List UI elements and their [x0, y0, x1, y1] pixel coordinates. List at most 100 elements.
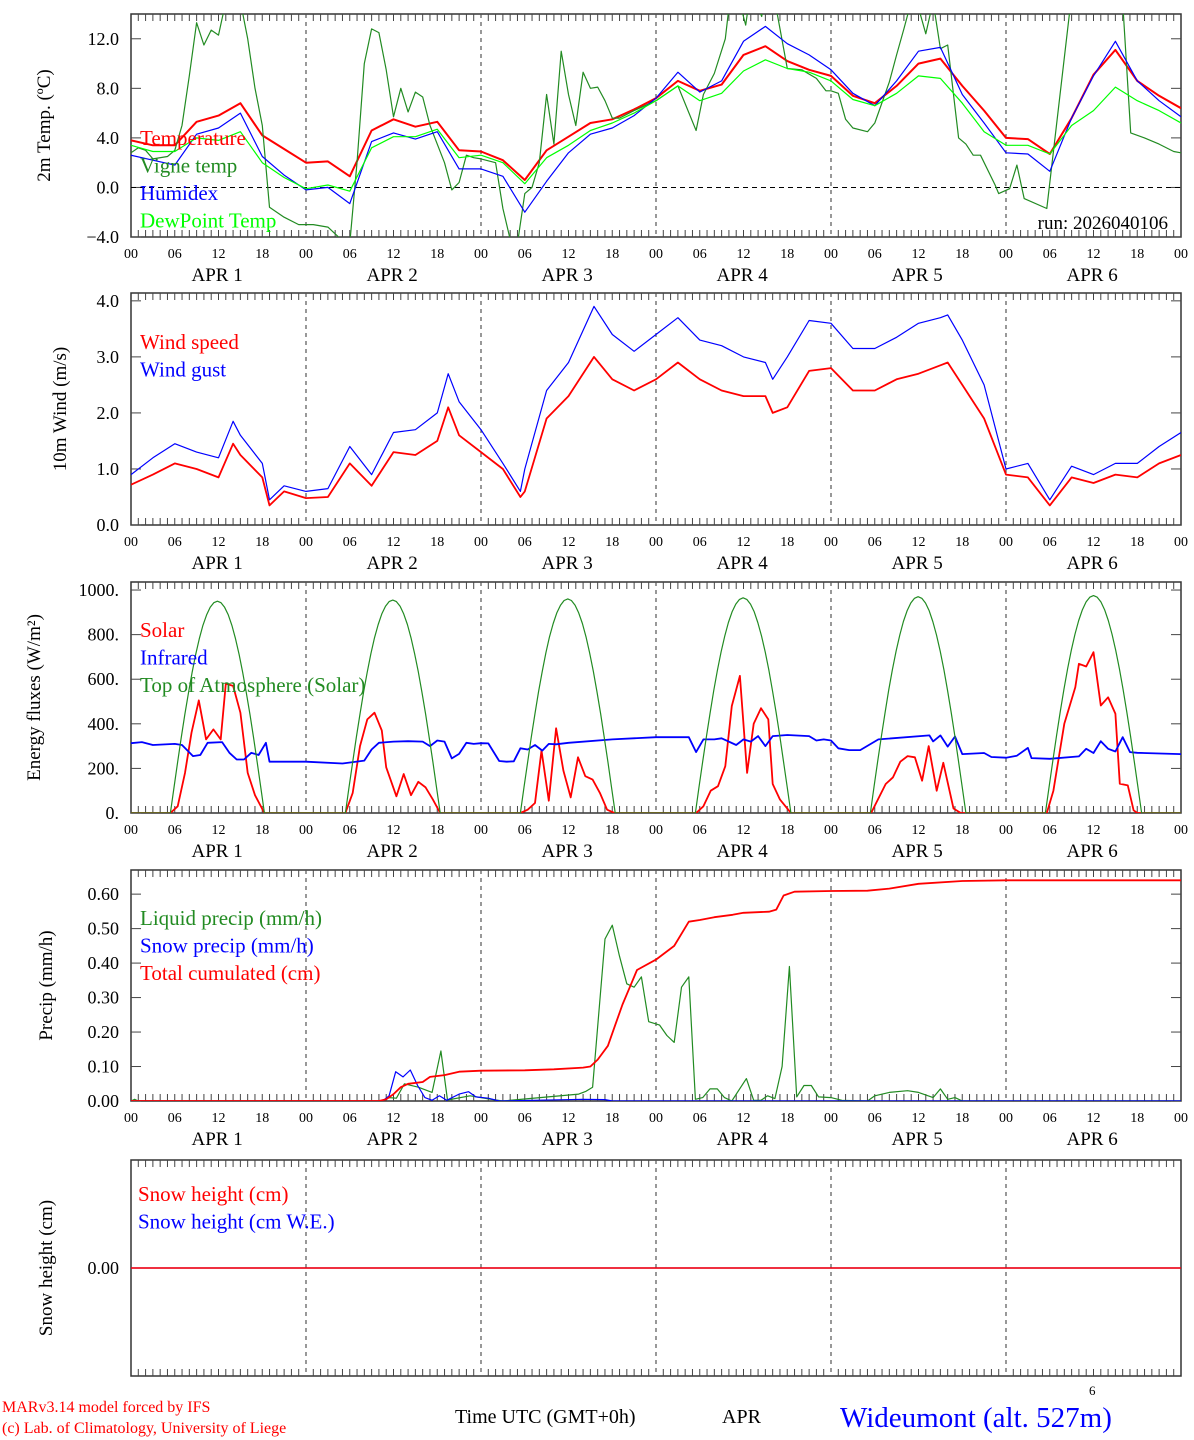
y-tick-label: 200.: [88, 758, 120, 778]
x-tick-label: 00: [474, 1111, 488, 1126]
x-tick-label: 00: [999, 1111, 1013, 1126]
x-tick-label: 12: [737, 1111, 751, 1126]
y-tick-label: 400.: [88, 714, 120, 734]
x-tick-label: 00: [299, 1111, 313, 1126]
copyright-credit: (c) Lab. of Climatology, University of L…: [2, 1420, 287, 1437]
y-tick-label: 0.30: [88, 988, 120, 1008]
x-tick-label: 18: [255, 247, 269, 262]
x-tick-label: 00: [1174, 1111, 1188, 1126]
day-label: APR 4: [717, 1129, 769, 1150]
y-tick-label: 12.0: [88, 29, 120, 49]
panel-1: 00 06 12 18 00 06 12 18 00 06 12 18 00 06 12 18 00 06 12 18…: [34, 13, 1188, 286]
x-tick-label: 12: [212, 1111, 226, 1126]
legend-entry: Wind speed: [140, 330, 239, 354]
legend-entry: Humidex: [140, 181, 219, 205]
x-tick-label: 06: [168, 535, 182, 550]
legend-entry: Top of Atmosphere (Solar): [140, 673, 365, 697]
x-tick-label: 06: [168, 823, 182, 838]
y-axis-label: 2m Temp. (ºC): [34, 69, 55, 181]
series-wind-gust: [131, 305, 1181, 501]
legend-entry: Snow height (cm W.E.): [138, 1210, 335, 1234]
x-tick-label: 00: [299, 247, 313, 262]
x-tick-label: 18: [605, 535, 619, 550]
series-line: [131, 924, 1181, 1101]
x-tick-label: 00: [649, 1111, 663, 1126]
x-tick-label: 06: [693, 247, 707, 262]
day-label: APR 6: [1067, 553, 1118, 574]
day-label: APR 2: [367, 265, 418, 286]
x-tick-label: 18: [780, 535, 794, 550]
x-tick-label: 00: [1174, 823, 1188, 838]
x-tick-label: 12: [212, 535, 226, 550]
series-line: [131, 59, 1181, 192]
x-tick-label: 12: [1087, 535, 1101, 550]
x-tick-label: 06: [868, 1111, 882, 1126]
panel-2: 00 06 12 18 00 06 12 18 00 06 12 18 00 06 12 18 00 06 12 18…: [50, 291, 1188, 574]
x-tick-label: 00: [299, 823, 313, 838]
day-label: APR 5: [892, 841, 943, 862]
time-axis-title: Time UTC (GMT+0h): [455, 1406, 636, 1428]
x-tick-label: 00: [124, 535, 138, 550]
y-tick-label: 800.: [88, 625, 120, 645]
x-tick-label: 06: [868, 247, 882, 262]
series-solar: [131, 651, 1181, 813]
x-tick-label: 18: [255, 535, 269, 550]
day-label: APR 1: [192, 265, 243, 286]
x-tick-label: 06: [343, 535, 357, 550]
x-tick-label: 12: [912, 823, 926, 838]
x-tick-label: 00: [474, 823, 488, 838]
series-total-cumulated-cm: [131, 879, 1181, 1101]
day-label: APR 2: [367, 841, 418, 862]
legend-entry: Infrared: [140, 646, 208, 670]
x-tick-label: 00: [824, 823, 838, 838]
x-tick-label: 18: [1130, 247, 1144, 262]
x-tick-label: 18: [430, 1111, 444, 1126]
x-tick-label: 06: [343, 823, 357, 838]
y-tick-label: 0.50: [88, 919, 120, 939]
x-tick-label: 18: [605, 1111, 619, 1126]
x-tick-label: 12: [737, 823, 751, 838]
x-tick-label: 12: [212, 247, 226, 262]
y-tick-label: 1.0: [97, 459, 120, 479]
x-tick-label: 06: [518, 1111, 532, 1126]
legend-entry: Wind gust: [140, 358, 226, 382]
x-tick-label: 06: [518, 535, 532, 550]
series-snow-precip-mm-h: [131, 1069, 1181, 1101]
x-tick-label: 18: [430, 247, 444, 262]
day-label: APR 2: [367, 1129, 418, 1150]
day-label: APR 5: [892, 553, 943, 574]
x-tick-label: 06: [168, 247, 182, 262]
series-dewpoint-temp: [131, 59, 1181, 192]
x-tick-label: 12: [562, 535, 576, 550]
x-tick-label: 06: [1043, 1111, 1057, 1126]
legend-entry: Liquid precip (mm/h): [140, 906, 322, 930]
x-tick-label: 18: [1130, 1111, 1144, 1126]
y-axis-label: Snow height (cm): [36, 1200, 57, 1336]
legend-entry: Temperature: [140, 126, 246, 150]
month-superscript: 6: [1089, 1383, 1096, 1398]
y-tick-label: 2.0: [97, 403, 120, 423]
series-line: [131, 14, 1181, 237]
panel-3: 00 06 12 18 00 06 12 18 00 06 12 18 00 06 12 18 00 06 12 18…: [24, 580, 1188, 862]
y-tick-label: 0.0: [97, 177, 120, 197]
x-tick-label: 00: [824, 247, 838, 262]
y-tick-label: 0.10: [88, 1057, 120, 1077]
y-tick-label: 4.0: [97, 128, 120, 148]
day-label: APR 1: [192, 841, 243, 862]
month-label: APR: [722, 1406, 761, 1428]
x-tick-label: 18: [780, 247, 794, 262]
x-tick-label: 18: [255, 1111, 269, 1126]
x-tick-label: 06: [1043, 247, 1057, 262]
x-tick-label: 00: [824, 1111, 838, 1126]
day-label: APR 6: [1067, 265, 1118, 286]
legend-entry: Total cumulated (cm): [140, 961, 320, 985]
x-tick-label: 12: [912, 247, 926, 262]
x-tick-label: 06: [693, 535, 707, 550]
x-tick-label: 12: [562, 823, 576, 838]
series-line: [131, 305, 1181, 501]
y-axis-label: Energy fluxes (W/m²): [24, 614, 45, 781]
x-tick-label: 00: [649, 535, 663, 550]
series-infrared: [131, 734, 1181, 765]
x-tick-label: 18: [955, 535, 969, 550]
series-liquid-precip-mm-h: [131, 924, 1181, 1101]
